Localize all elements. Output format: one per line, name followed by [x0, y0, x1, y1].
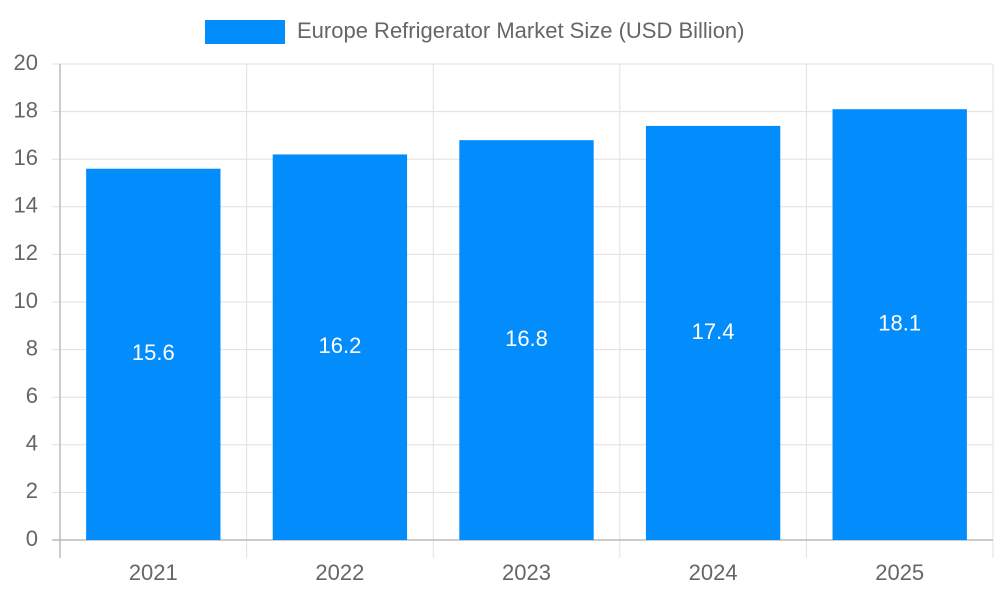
y-tick-label: 10 [14, 288, 38, 313]
x-tick-label: 2024 [689, 560, 738, 585]
x-tick-label: 2025 [875, 560, 924, 585]
x-tick-label: 2022 [315, 560, 364, 585]
x-tick-label: 2023 [502, 560, 551, 585]
y-tick-label: 12 [14, 240, 38, 265]
y-tick-label: 6 [26, 383, 38, 408]
data-label: 15.6 [132, 340, 175, 365]
data-label: 16.8 [505, 326, 548, 351]
bar [86, 168, 221, 540]
data-label: 16.2 [318, 333, 361, 358]
y-tick-label: 0 [26, 526, 38, 551]
bar [272, 154, 408, 540]
legend-swatch [205, 20, 285, 44]
data-label: 17.4 [692, 319, 735, 344]
y-tick-label: 8 [26, 335, 38, 360]
y-tick-label: 18 [14, 97, 38, 122]
x-tick-label: 2021 [129, 560, 178, 585]
bar [645, 125, 781, 540]
data-label: 18.1 [878, 310, 921, 335]
y-tick-label: 16 [14, 145, 38, 170]
y-tick-label: 2 [26, 478, 38, 503]
y-tick-label: 14 [14, 193, 38, 218]
y-tick-label: 20 [14, 50, 38, 75]
bar [459, 140, 594, 540]
bar [832, 109, 967, 540]
legend-label: Europe Refrigerator Market Size (USD Bil… [297, 18, 745, 43]
y-tick-label: 4 [26, 431, 38, 456]
